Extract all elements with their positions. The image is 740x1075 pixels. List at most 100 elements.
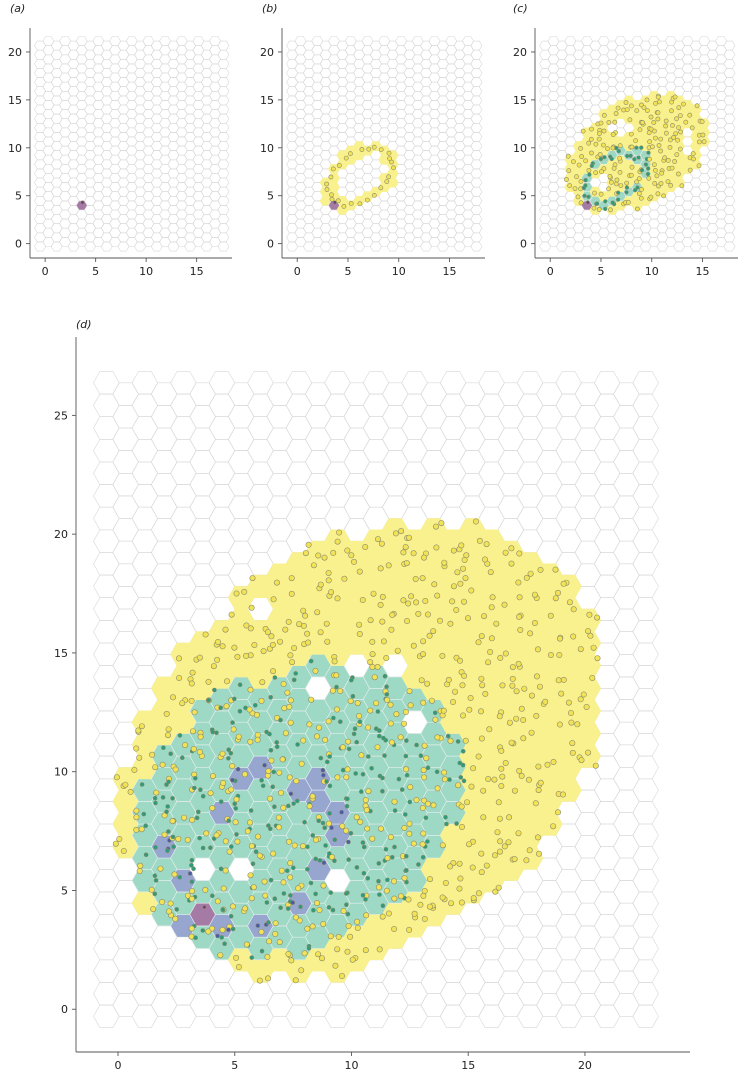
hex-cell — [439, 484, 467, 508]
data-point — [678, 129, 683, 135]
data-point — [235, 733, 242, 740]
data-point — [247, 872, 254, 879]
data-point — [700, 132, 706, 138]
hex-cell — [478, 959, 505, 983]
data-point — [658, 181, 664, 186]
hex-cell — [112, 654, 139, 678]
data-point — [253, 702, 258, 708]
hex-cell — [150, 993, 178, 1017]
data-point — [634, 145, 639, 150]
data-point — [485, 659, 492, 666]
data-point — [127, 788, 134, 795]
data-point — [290, 900, 296, 905]
data-point — [327, 754, 333, 759]
data-point — [560, 676, 567, 683]
hex-cell — [632, 371, 659, 395]
hex-cell — [217, 86, 230, 97]
hex-cell-yellow — [555, 574, 582, 598]
hex-cell — [613, 767, 640, 791]
hex-cell — [227, 405, 255, 429]
hex-cell — [285, 371, 313, 395]
data-point — [487, 648, 494, 655]
hex-cell — [613, 948, 640, 972]
data-point — [380, 903, 386, 909]
data-point — [420, 892, 427, 899]
hex-cell — [401, 959, 428, 983]
hex-cell — [247, 529, 274, 553]
data-point — [516, 613, 523, 620]
data-point — [570, 606, 577, 613]
y-tick-label: 15 — [54, 647, 68, 660]
data-point — [593, 141, 599, 147]
data-point — [378, 540, 385, 547]
data-point — [421, 887, 428, 894]
data-point — [440, 707, 447, 714]
data-point — [256, 852, 263, 859]
data-point — [282, 626, 289, 633]
data-point — [580, 128, 586, 134]
data-point — [336, 163, 342, 168]
hex-cell — [247, 393, 274, 417]
data-point — [589, 674, 596, 681]
data-point — [378, 185, 384, 191]
data-point — [334, 946, 341, 953]
hex-cell — [93, 710, 120, 734]
data-point — [386, 174, 391, 180]
data-point — [120, 847, 127, 854]
data-point — [271, 769, 277, 775]
data-point — [354, 865, 360, 870]
data-point — [348, 830, 354, 836]
data-point — [152, 891, 158, 897]
data-point — [304, 630, 311, 637]
data-point — [457, 580, 464, 587]
data-point — [187, 871, 193, 876]
data-point — [171, 844, 176, 850]
hex-cell — [93, 1004, 120, 1028]
data-point — [389, 854, 395, 860]
hex-cell — [593, 371, 621, 395]
data-point — [502, 759, 509, 766]
hex-cell — [723, 77, 736, 87]
data-point — [583, 183, 588, 188]
points — [564, 93, 707, 213]
data-point — [344, 948, 351, 955]
x-tick-label: 15 — [442, 265, 456, 278]
data-point — [535, 787, 542, 794]
data-point — [206, 697, 211, 703]
data-point — [658, 148, 663, 154]
hex-cell — [112, 382, 139, 406]
data-point — [196, 809, 201, 815]
data-point — [662, 155, 668, 161]
hex-cell — [170, 416, 197, 440]
data-point — [328, 174, 334, 180]
hex-cell — [170, 529, 197, 553]
hex-cell — [93, 914, 120, 938]
hex-cell — [217, 205, 230, 215]
data-point — [113, 774, 120, 781]
data-point — [422, 597, 429, 604]
data-point — [369, 651, 376, 658]
x-tick-label: 5 — [597, 265, 604, 278]
data-point — [325, 718, 332, 725]
data-point — [629, 172, 634, 178]
data-point — [152, 764, 159, 771]
data-point — [601, 142, 606, 148]
hex-cell — [555, 982, 582, 1006]
data-point — [413, 796, 420, 803]
data-point — [150, 906, 157, 913]
data-point — [353, 814, 360, 821]
data-point — [483, 862, 490, 869]
data-point — [172, 766, 179, 773]
data-point — [373, 726, 379, 732]
data-point — [606, 120, 612, 125]
hex-cell — [362, 982, 390, 1006]
data-point — [205, 678, 212, 685]
data-point — [601, 128, 607, 134]
hex-cell — [227, 540, 255, 565]
data-point — [165, 732, 172, 739]
hex-cell — [632, 642, 659, 666]
hex-cell — [170, 506, 197, 531]
data-point — [292, 977, 299, 984]
data-point — [579, 154, 584, 159]
data-point — [443, 814, 448, 820]
